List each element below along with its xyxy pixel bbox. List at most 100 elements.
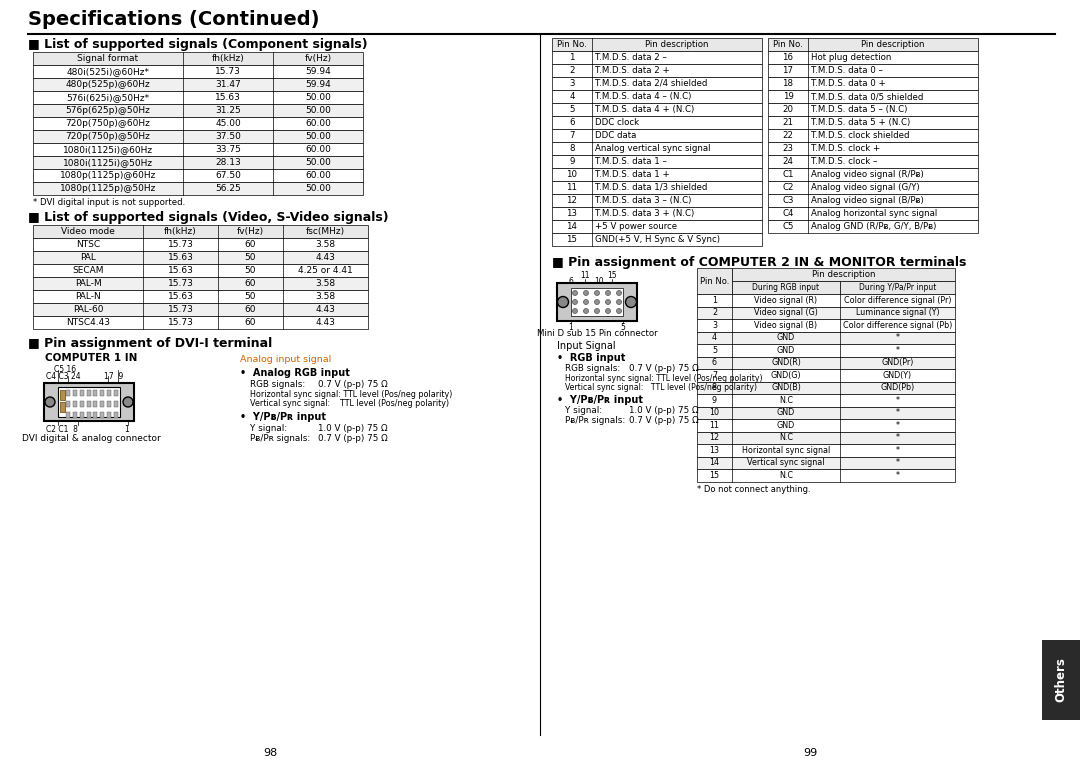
Text: 31.47: 31.47 [215, 80, 241, 89]
Bar [768, 116, 978, 129]
Text: 6: 6 [568, 277, 573, 286]
Text: GND(Pr): GND(Pr) [881, 359, 914, 367]
Bar [571, 288, 623, 316]
Text: C5: C5 [782, 222, 794, 231]
Bar [697, 432, 955, 444]
Bar [33, 264, 368, 277]
Bar [697, 444, 955, 456]
Bar [552, 181, 762, 194]
Text: Video signal (R): Video signal (R) [755, 296, 818, 304]
Bar [552, 38, 762, 51]
Bar [44, 383, 134, 421]
Text: During Y/Pa/Pr input: During Y/Pa/Pr input [859, 283, 936, 292]
Text: Video signal (B): Video signal (B) [755, 320, 818, 330]
Bar [768, 142, 978, 155]
Text: T.M.D.S. data 2 –: T.M.D.S. data 2 – [595, 53, 666, 62]
Text: 50.00: 50.00 [305, 93, 330, 102]
Text: 31.25: 31.25 [215, 106, 241, 115]
Bar [768, 90, 978, 103]
Bar [86, 412, 91, 418]
Bar [107, 412, 111, 418]
Circle shape [606, 300, 610, 304]
Circle shape [583, 308, 589, 314]
Text: C4: C4 [782, 209, 794, 218]
Text: 10: 10 [594, 277, 604, 286]
Text: 5: 5 [621, 323, 625, 332]
Text: Pᴃ/Pʀ signals:: Pᴃ/Pʀ signals: [565, 416, 625, 425]
Text: 15.73: 15.73 [167, 305, 193, 314]
Text: 15.63: 15.63 [167, 253, 193, 262]
Bar [768, 103, 978, 116]
Text: 4: 4 [569, 92, 575, 101]
Text: T.M.D.S. data 2/4 shielded: T.M.D.S. data 2/4 shielded [595, 79, 707, 88]
Bar [33, 316, 368, 329]
Circle shape [594, 308, 599, 314]
Text: *: * [895, 471, 900, 480]
Bar [697, 356, 955, 369]
Text: 15.63: 15.63 [167, 292, 193, 301]
Text: fv(Hz): fv(Hz) [305, 54, 332, 63]
Text: 4.43: 4.43 [315, 318, 336, 327]
Text: 1080p(1125p)@60Hz: 1080p(1125p)@60Hz [59, 171, 157, 180]
Text: 16: 16 [783, 53, 794, 62]
Text: 50.00: 50.00 [305, 184, 330, 193]
Text: DVI digital & analog connector: DVI digital & analog connector [22, 434, 160, 443]
Circle shape [583, 291, 589, 295]
Text: Analog GND (R/Pᴃ, G/Y, B/Pᴃ): Analog GND (R/Pᴃ, G/Y, B/Pᴃ) [811, 222, 936, 231]
Text: 60: 60 [245, 318, 256, 327]
Text: Color difference signal (Pr): Color difference signal (Pr) [843, 296, 951, 304]
Text: Analog video signal (G/Y): Analog video signal (G/Y) [811, 183, 920, 192]
Text: Vertical sync signal:    TTL level (Pos/neg polarity): Vertical sync signal: TTL level (Pos/neg… [249, 399, 449, 408]
Bar [72, 390, 77, 396]
Text: DDC clock: DDC clock [595, 118, 639, 127]
Bar [697, 344, 955, 356]
Text: 9: 9 [569, 157, 575, 166]
Bar [768, 181, 978, 194]
Circle shape [594, 291, 599, 295]
Text: RGB signals:: RGB signals: [565, 364, 620, 373]
Circle shape [617, 291, 621, 295]
Text: 0.7 V (p-p) 75 Ω: 0.7 V (p-p) 75 Ω [318, 434, 388, 443]
Bar [94, 401, 97, 407]
Text: 17  9: 17 9 [104, 372, 123, 381]
Text: ■ List of supported signals (Component signals): ■ List of supported signals (Component s… [28, 38, 367, 51]
Bar [768, 220, 978, 233]
Bar [697, 419, 955, 432]
Bar [697, 382, 955, 394]
Text: 11: 11 [710, 420, 719, 430]
Bar [107, 401, 111, 407]
Text: 37.50: 37.50 [215, 132, 241, 141]
Text: 98: 98 [262, 748, 278, 758]
Text: 33.75: 33.75 [215, 145, 241, 154]
Bar [768, 207, 978, 220]
Text: NTSC4.43: NTSC4.43 [66, 318, 110, 327]
Text: GND: GND [777, 333, 795, 343]
Text: T.M.D.S. clock shielded: T.M.D.S. clock shielded [811, 131, 909, 140]
Text: 15.73: 15.73 [215, 67, 241, 76]
Text: 50: 50 [245, 253, 256, 262]
Text: *: * [895, 446, 900, 455]
Bar [33, 143, 363, 156]
Text: 17: 17 [783, 66, 794, 75]
Bar [66, 412, 70, 418]
Text: 21: 21 [783, 118, 794, 127]
Text: 1080i(1125i)@60Hz: 1080i(1125i)@60Hz [63, 145, 153, 154]
Text: 15.63: 15.63 [215, 93, 241, 102]
Text: 12: 12 [710, 433, 719, 443]
Text: 10: 10 [567, 170, 578, 179]
Text: T.M.D.S. data 5 + (N.C): T.M.D.S. data 5 + (N.C) [811, 118, 910, 127]
Text: 15: 15 [710, 471, 719, 480]
Text: T.M.D.S. data 1 +: T.M.D.S. data 1 + [595, 170, 670, 179]
Text: 13: 13 [567, 209, 578, 218]
Text: 3: 3 [569, 79, 575, 88]
Text: Pin No.: Pin No. [773, 40, 802, 49]
Circle shape [625, 297, 636, 307]
Text: Signal format: Signal format [78, 54, 138, 63]
Text: 1: 1 [569, 323, 573, 332]
Text: *: * [895, 420, 900, 430]
Text: 3.58: 3.58 [315, 240, 336, 249]
Circle shape [606, 291, 610, 295]
Bar [552, 51, 762, 64]
Bar [60, 390, 65, 400]
Text: 50.00: 50.00 [305, 132, 330, 141]
